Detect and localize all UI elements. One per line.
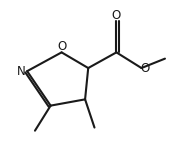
Text: O: O bbox=[112, 9, 121, 22]
Text: N: N bbox=[17, 65, 25, 78]
Text: O: O bbox=[141, 61, 150, 75]
Text: O: O bbox=[57, 40, 66, 53]
